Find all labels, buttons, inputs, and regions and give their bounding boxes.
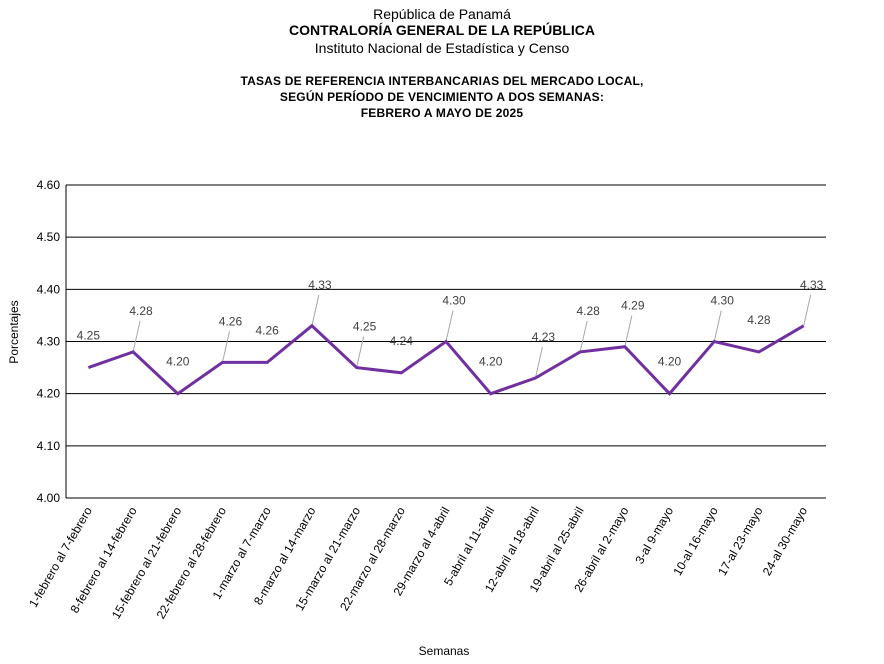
y-tick-labels: 4.00 4.10 4.20 4.30 4.40 4.50 4.60 (37, 178, 61, 505)
data-label-leader (445, 310, 454, 342)
data-labels: 4.25 4.28 4.20 4.26 4.26 4.33 4.25 4.24 4.30 4.20… (77, 278, 824, 369)
y-tick-label: 4.20 (37, 387, 61, 401)
chart-title-line-2: SEGÚN PERÍODO DE VENCIMIENTO A DOS SEMAN… (279, 90, 605, 104)
x-tick-label: 10-al 16-mayo (670, 504, 721, 578)
data-label: 4.20 (479, 355, 503, 369)
data-label: 4.33 (308, 278, 332, 292)
data-label: 4.30 (711, 294, 735, 308)
y-tick-label: 4.30 (37, 335, 61, 349)
data-label: 4.20 (166, 355, 190, 369)
x-tick-label: 17-al 23-mayo (715, 504, 766, 578)
data-label-leader (579, 320, 588, 353)
y-tick-label: 4.40 (37, 282, 61, 296)
header-contraloria: CONTRALORÍA GENERAL DE LA REPÚBLICA (289, 22, 595, 38)
data-label: 4.24 (390, 334, 414, 348)
data-label-leader (356, 336, 365, 368)
data-label: 4.26 (219, 314, 243, 328)
x-axis-title: Semanas (419, 644, 470, 658)
data-label: 4.25 (77, 329, 101, 343)
x-tick-label: 24-al 30-mayo (760, 504, 811, 578)
chart-title-line-1: TASAS DE REFERENCIA INTERBANCARIAS DEL M… (240, 74, 644, 88)
series-line (87, 323, 805, 396)
data-label-leaders (132, 294, 812, 379)
data-label: 4.30 (442, 294, 466, 308)
data-label-leader (713, 310, 722, 342)
data-label-leader (803, 294, 812, 326)
data-label-leader (534, 346, 543, 379)
data-label: 4.28 (129, 304, 153, 318)
data-label: 4.28 (576, 304, 600, 318)
x-tick-label: 3-al 9-mayo (632, 504, 676, 566)
data-label-leader (221, 331, 230, 363)
data-label: 4.23 (532, 330, 556, 344)
data-label: 4.29 (621, 299, 645, 313)
y-tick-label: 4.00 (37, 491, 61, 505)
y-tick-label: 4.50 (37, 230, 61, 244)
y-tick-label: 4.60 (37, 178, 61, 192)
data-label: 4.20 (658, 355, 682, 369)
data-label: 4.28 (747, 313, 771, 327)
data-label: 4.26 (255, 323, 279, 337)
data-label-leader (132, 320, 141, 353)
y-axis-title: Porcentajes (7, 300, 21, 363)
chart-title-line-3: FEBRERO A MAYO DE 2025 (360, 106, 524, 120)
y-tick-label: 4.10 (37, 439, 61, 453)
data-label-leader (311, 294, 320, 326)
data-label: 4.25 (353, 320, 377, 334)
header-republic: República de Panamá (373, 6, 511, 22)
header-institute: Instituto Nacional de Estadística y Cens… (314, 40, 570, 56)
data-label: 4.33 (800, 278, 824, 292)
data-label-leader (624, 315, 633, 347)
series-line-group (87, 323, 805, 396)
